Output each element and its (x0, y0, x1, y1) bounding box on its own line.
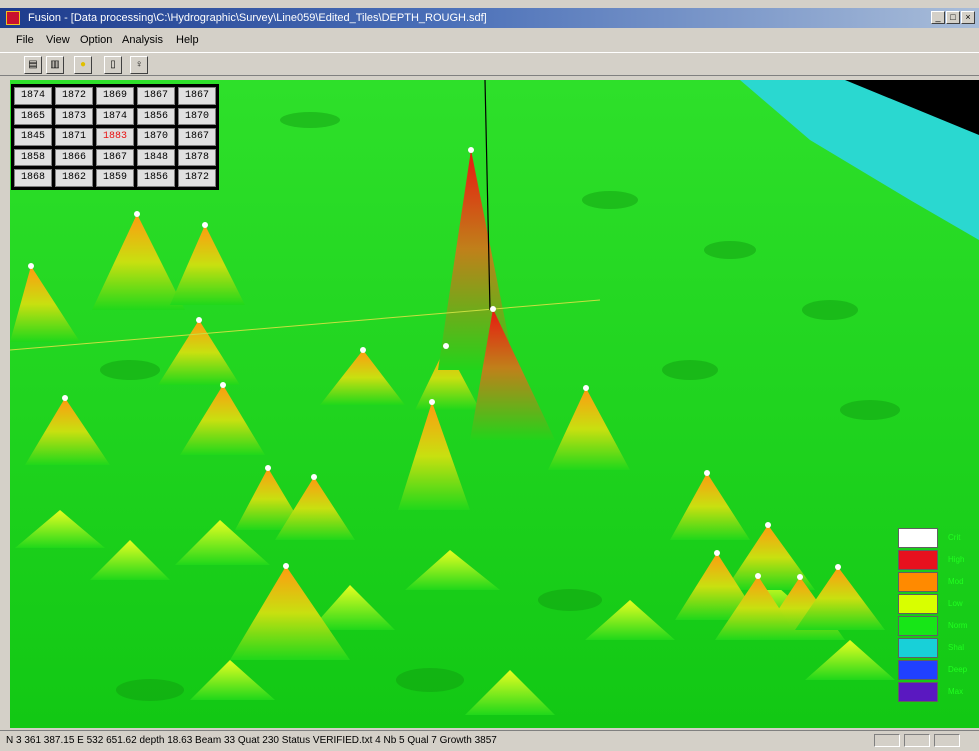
depth-cell[interactable]: 1874 (96, 107, 134, 126)
pin-icon[interactable]: ♀ (130, 56, 148, 74)
depth-cell[interactable]: 1873 (55, 107, 93, 126)
depth-cell[interactable]: 1845 (14, 128, 52, 146)
legend-swatch (898, 638, 938, 658)
page-icon[interactable]: ▯ (104, 56, 122, 74)
status-bar: N 3 361 387.15 E 532 651.62 depth 18.63 … (0, 730, 979, 750)
depth-cell[interactable]: 1858 (14, 148, 52, 167)
depth-cell[interactable]: 1871 (55, 128, 93, 146)
depth-cell[interactable]: 1868 (14, 169, 52, 187)
depth-cell[interactable]: 1870 (137, 128, 175, 146)
legend-labels: Crit High Mod Low Norm Shal Deep Max (948, 528, 979, 708)
depth-cell[interactable]: 1867 (178, 87, 216, 105)
depth-cell[interactable]: 1856 (137, 169, 175, 187)
legend-label: Deep (948, 665, 968, 674)
legend-swatch (898, 572, 938, 592)
maximize-button[interactable]: □ (946, 11, 960, 24)
legend-swatch (898, 682, 938, 702)
depth-cell[interactable]: 1867 (96, 148, 134, 167)
menu-bar: File View Option Analysis Help (0, 30, 979, 50)
depth-cell-selected[interactable]: 1883 (96, 128, 134, 146)
menu-help[interactable]: Help (176, 34, 199, 46)
legend-label: Crit (948, 533, 961, 542)
depth-cell[interactable]: 1865 (14, 107, 52, 126)
status-panel (874, 734, 900, 747)
title-bar: Fusion - [Data processing\C:\Hydrographi… (0, 8, 979, 28)
legend-label: Max (948, 687, 964, 696)
depth-cell[interactable]: 1870 (178, 107, 216, 126)
depth-cell[interactable]: 1878 (178, 148, 216, 167)
menu-view[interactable]: View (46, 34, 70, 46)
menu-file[interactable]: File (16, 34, 34, 46)
legend-label: Norm (948, 621, 968, 630)
legend-label: Mod (948, 577, 964, 586)
menu-analysis[interactable]: Analysis (122, 34, 163, 46)
legend-swatch (898, 550, 938, 570)
depth-cell[interactable]: 1859 (96, 169, 134, 187)
status-panel (934, 734, 960, 747)
menu-option[interactable]: Option (80, 34, 113, 46)
depth-cell[interactable]: 1856 (137, 107, 175, 126)
light-icon[interactable]: ● (74, 56, 92, 74)
depth-cell[interactable]: 1869 (96, 87, 134, 105)
depth-cell[interactable]: 1867 (137, 87, 175, 105)
close-button[interactable]: × (961, 11, 975, 24)
depth-cell[interactable]: 1872 (178, 169, 216, 187)
color-legend (898, 528, 942, 708)
legend-label: Shal (948, 643, 965, 652)
depth-cell[interactable]: 1848 (137, 148, 175, 167)
depth-cell[interactable]: 1866 (55, 148, 93, 167)
minimize-button[interactable]: _ (931, 11, 945, 24)
depth-cell[interactable]: 1872 (55, 87, 93, 105)
legend-swatch (898, 594, 938, 614)
status-text: N 3 361 387.15 E 532 651.62 depth 18.63 … (6, 735, 497, 746)
legend-swatch (898, 660, 938, 680)
app-icon (6, 11, 20, 25)
legend-label: High (948, 555, 965, 564)
legend-swatch (898, 528, 938, 548)
depth-cell[interactable]: 1862 (55, 169, 93, 187)
toolbar: ▤ ▥ ● ▯ ♀ (0, 52, 979, 76)
window-title: Fusion - [Data processing\C:\Hydrographi… (28, 12, 487, 24)
depth-cell[interactable]: 1874 (14, 87, 52, 105)
depth-cell[interactable]: 1867 (178, 128, 216, 146)
open-icon[interactable]: ▤ (24, 56, 42, 74)
legend-label: Low (948, 599, 963, 608)
depth-value-grid: 1874 1872 1869 1867 1867 1865 1873 1874 … (11, 84, 219, 190)
grid-icon[interactable]: ▥ (46, 56, 64, 74)
legend-swatch (898, 616, 938, 636)
status-panel (904, 734, 930, 747)
